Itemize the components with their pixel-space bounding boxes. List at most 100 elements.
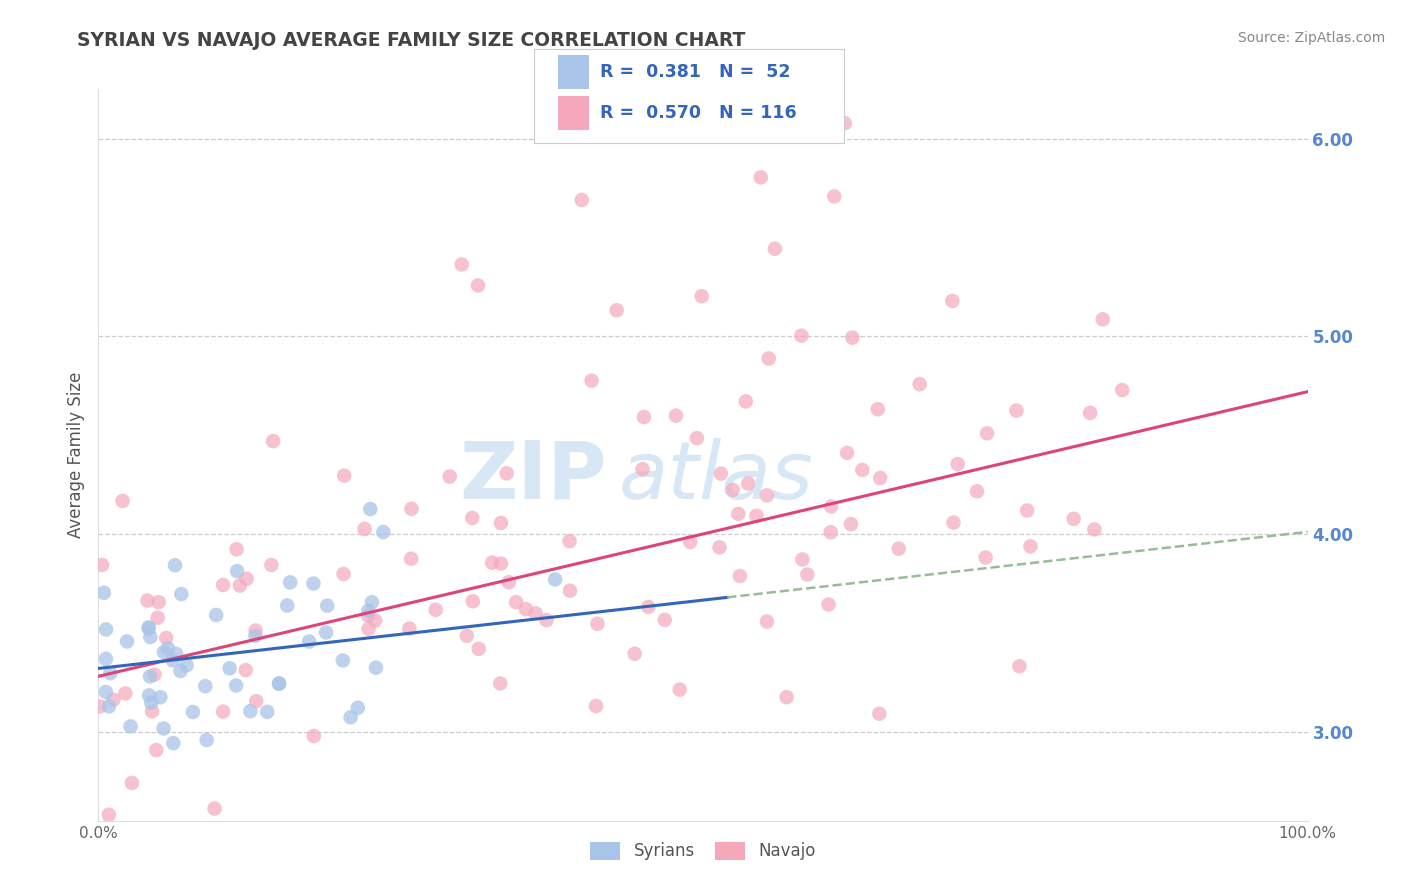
Point (835, 446, 858, 460)
Point (524, 607, 547, 621)
Point (111, 494, 134, 508)
Y-axis label: Average Family Size: Average Family Size (67, 372, 86, 538)
Point (245, 694, 267, 708)
Point (153, 645, 176, 659)
Point (235, 663, 257, 677)
Point (332, 566, 354, 581)
Point (212, 705, 235, 719)
Point (571, 193, 593, 207)
Point (205, 607, 228, 622)
Point (823, 189, 845, 203)
Point (225, 679, 247, 693)
Point (148, 595, 170, 609)
Point (792, 552, 814, 566)
Point (156, 641, 179, 656)
Point (790, 328, 813, 343)
Point (755, 488, 778, 502)
Point (834, 116, 856, 130)
Point (91, 558, 114, 572)
Point (734, 394, 756, 409)
Point (170, 587, 193, 601)
Point (399, 551, 422, 566)
Point (515, 602, 537, 616)
Point (218, 661, 240, 675)
Point (155, 631, 177, 645)
Point (467, 278, 489, 293)
Point (558, 534, 581, 549)
Point (942, 516, 965, 530)
Point (585, 699, 607, 714)
Point (544, 573, 567, 587)
Point (467, 641, 489, 656)
Point (176, 658, 198, 673)
Point (163, 558, 186, 573)
Point (1017, 503, 1039, 517)
Point (866, 402, 889, 417)
Point (1005, 403, 1028, 417)
Point (606, 303, 628, 318)
Point (115, 634, 138, 648)
Point (139, 630, 162, 644)
Point (727, 507, 749, 521)
Point (974, 550, 997, 565)
Point (229, 578, 252, 592)
Point (373, 524, 395, 539)
Point (141, 704, 163, 718)
Point (456, 629, 478, 643)
Point (686, 431, 709, 445)
Point (114, 686, 136, 700)
Point (361, 595, 384, 609)
Point (136, 593, 159, 607)
Point (461, 511, 484, 525)
Point (817, 598, 839, 612)
Point (121, 776, 143, 790)
Point (141, 696, 163, 710)
Point (763, 242, 786, 256)
Point (631, 462, 654, 476)
Point (302, 729, 325, 743)
Point (966, 484, 988, 499)
Text: ZIP: ZIP (458, 438, 606, 516)
Legend: Syrians, Navajo: Syrians, Navajo (583, 835, 823, 867)
Point (976, 426, 998, 441)
Point (398, 622, 420, 636)
Point (169, 664, 191, 678)
Point (737, 476, 759, 491)
Point (586, 616, 609, 631)
Point (94, 685, 117, 699)
Text: R =  0.381   N =  52: R = 0.381 N = 52 (600, 63, 790, 81)
Point (260, 558, 283, 572)
Point (245, 624, 267, 638)
Point (1063, 512, 1085, 526)
Point (749, 170, 772, 185)
Point (489, 676, 512, 690)
Point (710, 467, 733, 481)
Point (262, 434, 284, 449)
Point (364, 661, 387, 675)
Point (425, 603, 447, 617)
Point (536, 613, 558, 627)
Point (946, 457, 969, 471)
Point (225, 542, 247, 557)
Point (690, 289, 713, 303)
Point (637, 599, 659, 614)
Point (89, 699, 111, 714)
Point (755, 615, 778, 629)
Point (98, 666, 121, 681)
Point (93, 586, 115, 600)
Point (633, 409, 655, 424)
Point (152, 722, 174, 736)
Point (498, 575, 520, 590)
Point (654, 613, 676, 627)
Point (94, 652, 117, 666)
Point (359, 502, 381, 516)
Point (839, 517, 862, 532)
Point (869, 471, 891, 485)
Point (679, 535, 702, 549)
Point (139, 669, 162, 683)
Point (333, 468, 356, 483)
Point (1078, 406, 1101, 420)
Point (239, 704, 262, 718)
Text: Source: ZipAtlas.com: Source: ZipAtlas.com (1237, 31, 1385, 45)
Point (256, 705, 278, 719)
